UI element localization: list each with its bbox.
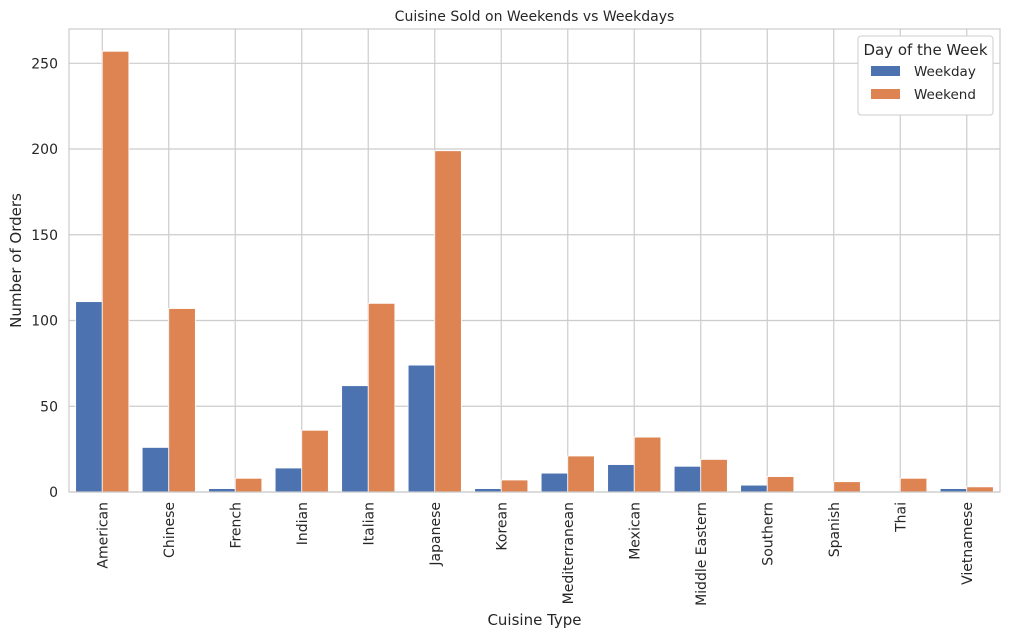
legend-label-weekday: Weekday (914, 64, 976, 80)
y-tick-label: 150 (31, 228, 58, 244)
legend: Day of the Week Weekday Weekend (857, 35, 994, 116)
y-tick-labels: 0 50 100 150 200 250 (31, 56, 58, 501)
x-axis-label: Cuisine Type (487, 611, 581, 629)
bar-weekday-japanese (407, 364, 436, 493)
bar-weekday-mediterranean (540, 472, 569, 493)
bar-weekend-thai (899, 477, 928, 493)
bar-weekday-italian (341, 385, 369, 493)
y-tick-label: 50 (40, 399, 58, 415)
bar-weekend-southern (766, 476, 795, 493)
legend-swatch-weekday (871, 66, 900, 76)
x-tick-label: American (95, 502, 111, 569)
bar-weekday-middle-eastern (673, 465, 702, 493)
bar-weekday-american (75, 301, 103, 493)
y-axis-label: Number of Orders (7, 193, 25, 328)
bar-weekend-korean (500, 479, 529, 493)
x-tick-label: Spanish (827, 502, 843, 557)
bar-weekend-spanish (833, 481, 861, 493)
x-tick-label: Mexican (627, 502, 643, 560)
legend-items: Weekday Weekend (871, 64, 976, 103)
bar-weekday-chinese (141, 447, 170, 493)
x-tick-label: Indian (295, 502, 311, 545)
x-tick-label: Korean (494, 502, 510, 551)
y-tick-label: 0 (49, 485, 58, 501)
plot-background (69, 29, 1000, 492)
bar-weekday-mexican (607, 464, 635, 493)
legend-swatch-weekend (871, 89, 900, 99)
bar-weekend-american (101, 50, 130, 493)
bar-weekend-chinese (168, 308, 196, 493)
legend-label-weekend: Weekend (914, 87, 976, 103)
x-tick-label: Mediterranean (561, 502, 577, 604)
bar-weekend-middle-eastern (700, 459, 728, 493)
x-tick-label: Vietnamese (960, 502, 976, 585)
bar-weekend-vietnamese (966, 486, 994, 493)
bar-weekday-indian (274, 467, 303, 493)
x-tick-label: French (228, 502, 244, 549)
bar-weekday-southern (740, 484, 768, 493)
plot-area (68, 28, 1001, 493)
bar-weekend-french (234, 477, 263, 493)
plot-frame (68, 28, 1001, 493)
x-tick-label: Middle Eastern (694, 502, 710, 606)
x-tick-labels: American Chinese French Indian Italian Japane… (95, 502, 976, 606)
x-tick-label: Thai (893, 502, 909, 533)
bar-weekend-mediterranean (567, 455, 595, 493)
y-tick-label: 200 (31, 142, 58, 158)
y-tick-label: 250 (31, 56, 58, 72)
y-tick-label: 100 (31, 314, 58, 330)
x-tick-label: Southern (760, 502, 776, 566)
chart-title: Cuisine Sold on Weekends vs Weekdays (395, 9, 675, 25)
legend-title: Day of the Week (863, 41, 987, 59)
x-tick-label: Japanese (428, 502, 444, 567)
x-tick-label: Italian (361, 502, 377, 545)
x-tick-label: Chinese (162, 502, 178, 558)
bar-weekend-italian (367, 302, 396, 493)
bar-weekend-indian (301, 429, 329, 493)
bar-weekend-mexican (633, 436, 662, 493)
bar-weekend-japanese (434, 150, 462, 493)
